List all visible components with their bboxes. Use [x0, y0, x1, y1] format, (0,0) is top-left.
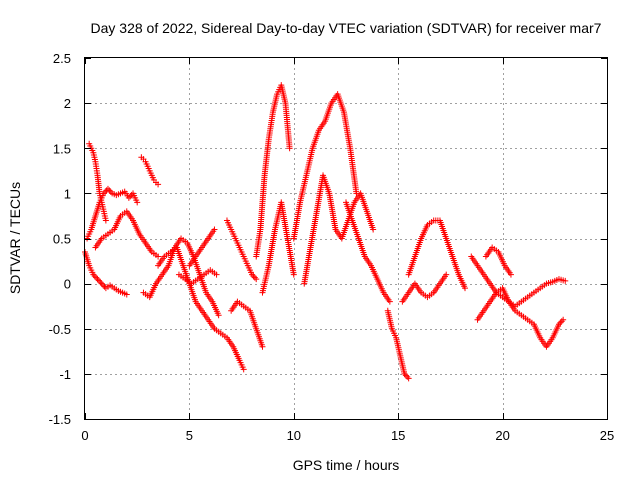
data-point: [507, 271, 514, 278]
series-arc-9: [186, 226, 218, 269]
data-point: [215, 312, 222, 319]
series-arc-6: [140, 235, 222, 319]
grid: [85, 58, 607, 419]
y-tick-label: 0: [64, 277, 71, 292]
series-arc-4: [92, 208, 162, 260]
data-point: [127, 193, 134, 200]
data-point: [97, 279, 104, 286]
data-point: [93, 274, 100, 281]
x-tick-label: 15: [391, 428, 405, 443]
y-tick-label: 1: [64, 186, 71, 201]
series-arc-8: [175, 267, 220, 287]
data-point: [462, 285, 469, 292]
series-arc-18: [405, 217, 469, 292]
data-point: [155, 181, 162, 188]
y-axis-label: SDTVAR / TECUs: [7, 182, 23, 294]
plot-frame: [84, 57, 608, 420]
series-arc-19: [399, 271, 450, 305]
y-tick-label: 2.5: [53, 51, 71, 66]
chart-title: Day 328 of 2022, Sidereal Day-to-day VTE…: [91, 20, 602, 36]
series-arc-20: [468, 253, 569, 310]
data-point: [211, 226, 218, 233]
axis-ticks: 0 5 10 15 20 25 -1.5 -1 -0.5 0 0.5 1 1.5 2 2.5: [49, 51, 615, 443]
series-arc-15: [301, 172, 377, 287]
series-arc-11: [228, 298, 266, 350]
data-point: [253, 276, 260, 283]
series-arc-16: [343, 199, 393, 305]
series-arc-7: [155, 244, 247, 373]
x-tick-label: 10: [287, 428, 301, 443]
data-point: [98, 280, 105, 287]
x-tick-label: 5: [186, 428, 193, 443]
data-point: [123, 291, 130, 298]
data-point: [290, 271, 297, 278]
x-axis-label: GPS time / hours: [293, 457, 400, 473]
data-point: [102, 217, 109, 224]
data-point: [560, 316, 567, 323]
series-arc-17: [384, 307, 412, 382]
series-arc-12: [253, 82, 293, 260]
series-arc-10: [223, 217, 260, 283]
series-arc-22: [482, 244, 514, 278]
data-points: [82, 82, 569, 382]
y-tick-label: 1.5: [53, 141, 71, 156]
series-arc-3: [86, 140, 109, 224]
data-point: [558, 318, 565, 325]
y-tick-label: -1.5: [49, 412, 71, 427]
series-arc-13: [259, 199, 297, 296]
series-arc-14: [290, 91, 360, 242]
y-tick-label: -1: [59, 367, 71, 382]
data-point: [562, 277, 569, 284]
data-point: [155, 253, 162, 260]
series-arc-1: [82, 249, 130, 298]
x-tick-label: 0: [81, 428, 88, 443]
y-tick-label: -0.5: [49, 322, 71, 337]
data-point: [134, 199, 141, 206]
y-tick-label: 0.5: [53, 232, 71, 247]
data-point: [386, 298, 393, 305]
data-point: [213, 271, 220, 278]
y-tick-label: 2: [64, 96, 71, 111]
data-point: [286, 145, 293, 152]
data-point: [94, 276, 101, 283]
data-point: [251, 274, 258, 281]
data-point: [259, 343, 266, 350]
x-tick-label: 25: [600, 428, 614, 443]
data-point: [370, 226, 377, 233]
data-point: [104, 185, 111, 192]
series-arc-21: [474, 285, 567, 350]
data-point: [95, 277, 102, 284]
series-arc-5: [138, 154, 162, 188]
data-point: [443, 271, 450, 278]
x-tick-label: 20: [495, 428, 509, 443]
data-point: [405, 375, 412, 382]
data-point: [240, 366, 247, 373]
data-point: [106, 187, 113, 194]
